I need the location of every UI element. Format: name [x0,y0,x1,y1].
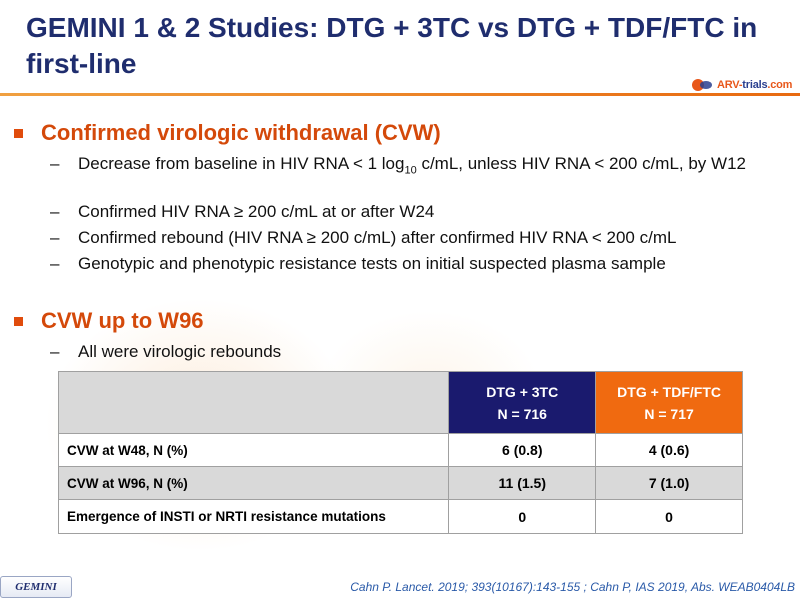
logo-text-part3: .com [767,79,793,91]
column-n: N = 716 [497,405,547,422]
list-item: – All were virologic rebounds [50,341,770,363]
section-heading-cvw: Confirmed virologic withdrawal (CVW) [14,120,441,146]
list-item-text: Decrease from baseline in HIV RNA < 1 lo… [78,153,778,177]
table-cell: 7 (1.0) [595,466,743,500]
table-cell: 6 (0.8) [448,433,597,467]
logo-mark-icon [692,78,714,92]
list-item: – Confirmed rebound (HIV RNA ≥ 200 c/mL)… [50,227,770,249]
row-label: CVW at W96, N (%) [57,466,450,500]
slide-title: GEMINI 1 & 2 Studies: DTG + 3TC vs DTG +… [26,12,758,79]
table-row: Emergence of INSTI or NRTI resistance mu… [57,499,743,534]
list-item-text: Genotypic and phenotypic resistance test… [78,254,666,273]
logo-text: ARV-trials.com [717,79,792,91]
list-item: – Genotypic and phenotypic resistance te… [50,253,770,275]
gemini-badge: GEMINI [0,576,72,598]
list-item-text: All were virologic rebounds [78,342,282,361]
table-cell: 0 [595,499,743,534]
cvw-results-table: DTG + 3TC N = 716 DTG + TDF/FTC N = 717 … [57,371,743,534]
logo-text-part2: trials [742,79,768,91]
subscript-text: 10 [404,164,417,177]
column-name: DTG + 3TC [486,383,559,400]
arv-trials-logo: ARV-trials.com [692,76,792,94]
dash-bullet-icon: – [50,154,60,173]
list-item-text-pre: Decrease from baseline in HIV RNA < 1 lo… [78,154,405,173]
table-header-row: DTG + 3TC N = 716 DTG + TDF/FTC N = 717 [57,371,743,434]
table-row: CVW at W96, N (%) 11 (1.5) 7 (1.0) [57,466,743,500]
list-item: – Confirmed HIV RNA ≥ 200 c/mL at or aft… [50,201,770,223]
dash-bullet-icon: – [50,228,60,247]
dash-bullet-icon: – [50,254,60,273]
table-row: CVW at W48, N (%) 6 (0.8) 4 (0.6) [57,433,743,467]
title-divider [0,93,800,96]
table-header-dtg-tdf-ftc: DTG + TDF/FTC N = 717 [595,371,743,434]
list-item: – Decrease from baseline in HIV RNA < 1 … [50,153,770,197]
table-cell: 4 (0.6) [595,433,743,467]
column-n: N = 717 [644,405,694,422]
list-item-text: Confirmed HIV RNA ≥ 200 c/mL at or after… [78,202,435,221]
citation-text: Cahn P. Lancet. 2019; 393(10167):143-155… [350,580,795,594]
section-heading-text: CVW up to W96 [41,308,204,333]
dash-bullet-icon: – [50,342,60,361]
square-bullet-icon [14,128,23,138]
row-label: CVW at W48, N (%) [57,433,450,467]
column-name: DTG + TDF/FTC [617,383,721,400]
table-cell: 0 [448,499,597,534]
logo-text-part1: ARV- [717,79,743,91]
section-heading-text: Confirmed virologic withdrawal (CVW) [41,120,441,145]
list-item-text: Confirmed rebound (HIV RNA ≥ 200 c/mL) a… [78,228,677,247]
table-header-blank [57,371,450,434]
square-bullet-icon [14,316,23,326]
section-heading-cvw-w96: CVW up to W96 [14,308,204,334]
row-label: Emergence of INSTI or NRTI resistance mu… [57,499,450,534]
list-item-text-post: c/mL, unless HIV RNA < 200 c/mL, by W12 [416,154,746,173]
table-cell: 11 (1.5) [448,466,597,500]
table-header-dtg-3tc: DTG + 3TC N = 716 [448,371,597,434]
dash-bullet-icon: – [50,202,60,221]
